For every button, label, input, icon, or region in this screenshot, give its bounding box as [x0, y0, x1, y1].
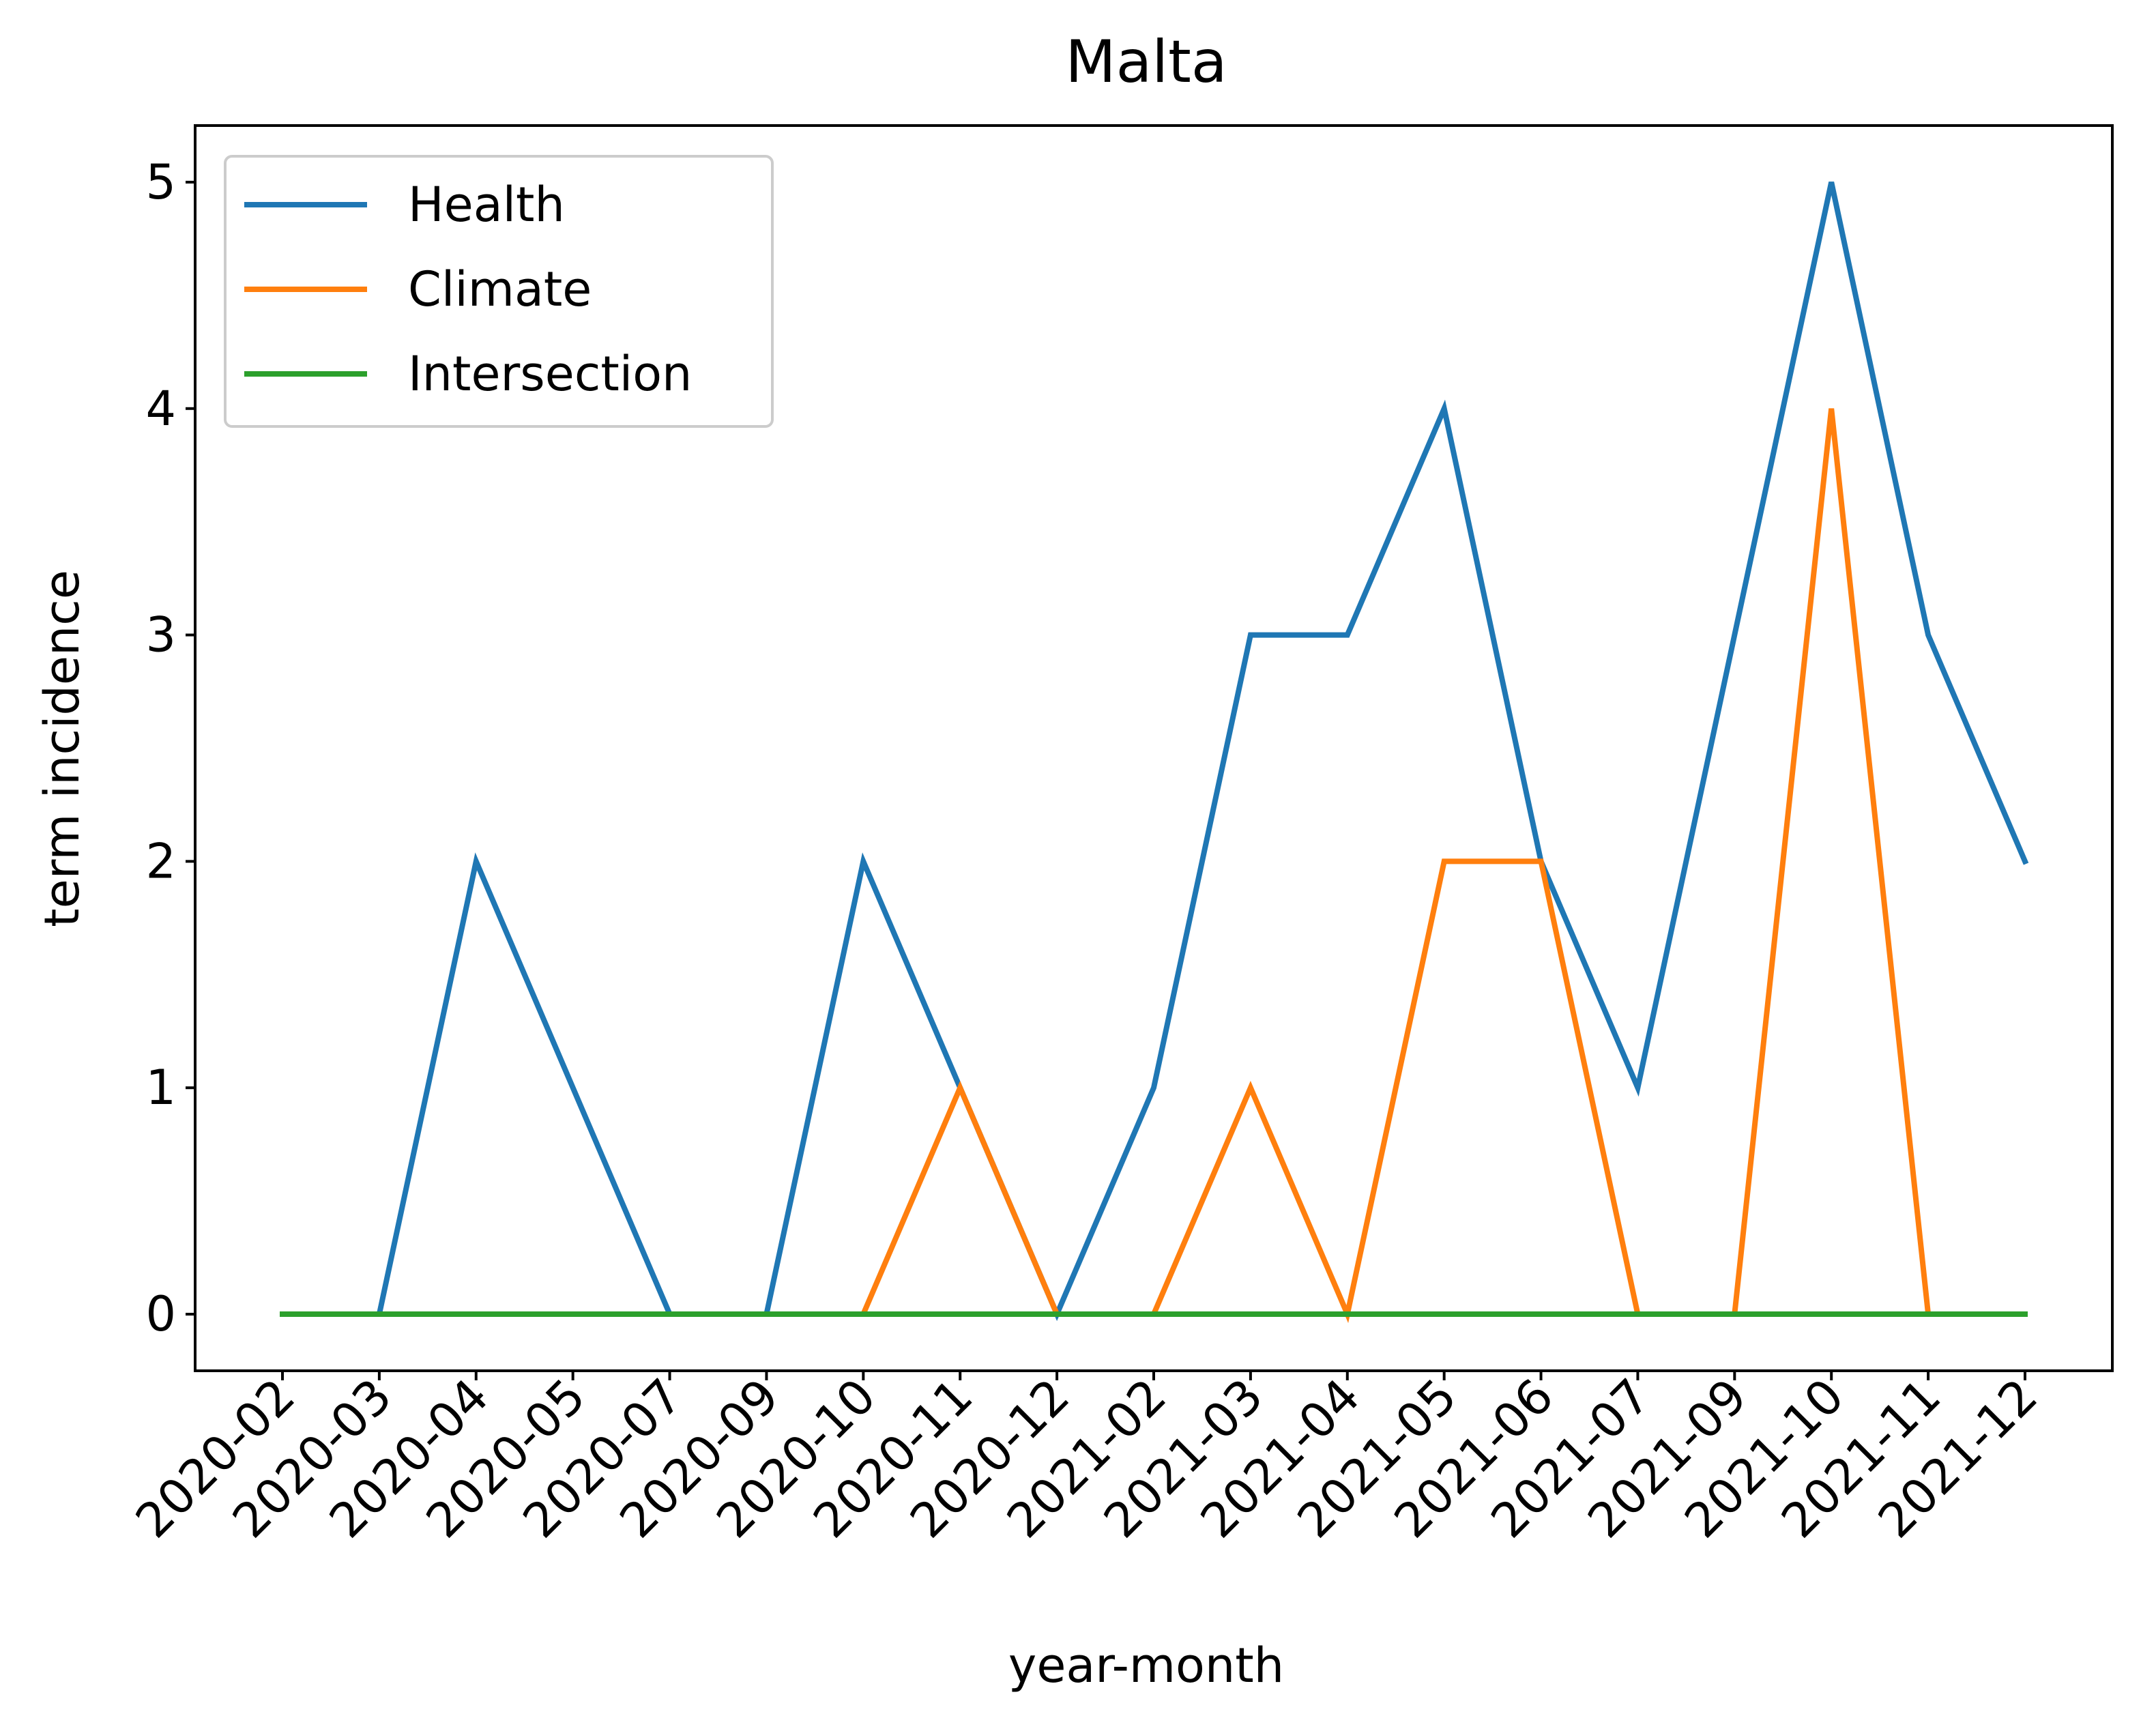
y-axis-label: term incidence — [34, 570, 90, 927]
y-tick-label: 1 — [145, 1060, 176, 1116]
y-tick-label: 3 — [145, 607, 176, 663]
plot-area — [280, 181, 2029, 1324]
legend: Health Climate Intersection — [224, 155, 774, 428]
series-line-health — [280, 181, 2029, 1322]
legend-label-intersection: Intersection — [408, 346, 692, 402]
legend-label-climate: Climate — [408, 261, 592, 317]
legend-label-health: Health — [408, 177, 565, 233]
y-tick-label: 2 — [145, 833, 176, 889]
y-tick-label: 4 — [145, 381, 176, 437]
chart-title: Malta — [1065, 28, 1227, 96]
x-axis-label: year-month — [1008, 1638, 1284, 1694]
legend-box — [224, 155, 774, 428]
axes: 0123452020-022020-032020-042020-052020-0… — [125, 154, 2048, 1549]
y-tick-label: 5 — [145, 154, 176, 210]
y-tick-label: 0 — [145, 1286, 176, 1342]
